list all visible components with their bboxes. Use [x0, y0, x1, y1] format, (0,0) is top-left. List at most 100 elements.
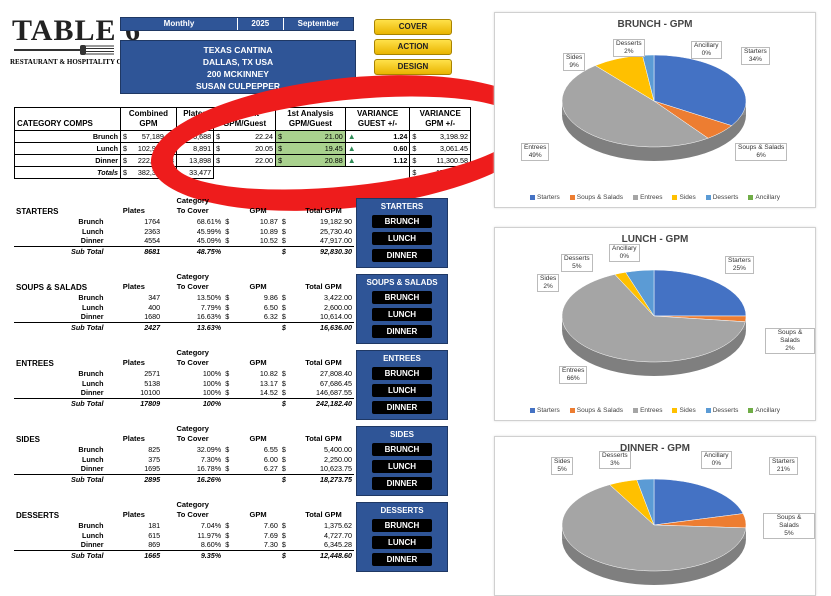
brunch-button[interactable]: BRUNCH [372, 519, 432, 532]
lunch-button[interactable]: LUNCH [372, 536, 432, 549]
currency: $ [281, 226, 286, 236]
cell: 6.32 [263, 312, 278, 322]
cell: 27,808.40 [320, 368, 352, 378]
month-cell[interactable]: September [297, 19, 339, 28]
cell: 6.55 [263, 444, 278, 454]
cell: 1695 [144, 464, 161, 474]
table-row: Dinner 1680 16.63% $6.32 $10,614.00 [14, 312, 354, 322]
section-name: SOUPS & SALADS [16, 282, 88, 292]
period-cell[interactable]: Monthly [121, 18, 238, 30]
year-cell[interactable]: 2025 [238, 18, 284, 30]
section-nav-box: DESSERTS BRUNCH LUNCH DINNER [356, 502, 448, 572]
dinner-button[interactable]: DINNER [372, 401, 432, 414]
lunch-pie-chart [561, 269, 747, 376]
cell: 19.45 [294, 142, 346, 155]
lunch-button[interactable]: LUNCH [372, 384, 432, 397]
meal-label: Dinner [80, 312, 104, 322]
subtotal-label: Sub Total [14, 397, 106, 408]
currency: $ [281, 236, 286, 246]
cell: 100% [202, 378, 222, 388]
subtotal-label: Sub Total [14, 473, 106, 484]
currency: $ [225, 368, 230, 378]
label-desserts: Desserts 3% [599, 451, 631, 469]
design-button[interactable]: DESIGN [374, 59, 452, 75]
dinner-chart-panel[interactable]: DINNER - GPM Sides 5% Desserts 3% Ancillar… [494, 436, 816, 596]
cell: 13,898 [175, 154, 215, 167]
currency: $ [281, 292, 286, 302]
dinner-button[interactable]: DINNER [372, 325, 432, 338]
pie-slice-starters [653, 478, 744, 526]
cell: 6.00 [263, 454, 278, 464]
currency: $ [225, 312, 230, 322]
section-nav-box: SOUPS & SALADS BRUNCH LUNCH DINNER [356, 274, 448, 344]
cell: 9.86 [263, 292, 278, 302]
currency: $ [225, 236, 230, 246]
currency: $ [279, 473, 293, 484]
to-cover-header: To Cover [176, 434, 209, 443]
meal-label: Lunch [81, 530, 104, 540]
action-button[interactable]: ACTION [374, 39, 452, 55]
legend-item: Sides [672, 194, 696, 201]
lunch-chart-panel[interactable]: LUNCH - GPM Sides 2% Desserts 5% Ancillary… [494, 227, 816, 421]
label-ancillary: Ancillary 0% [609, 244, 640, 262]
currency: $ [281, 368, 286, 378]
label-starters: Starters 21% [769, 457, 798, 475]
label-entrees: Entrees 49% [521, 143, 550, 161]
table-row: Dinner 4554 45.09% $10.52 $47,917.00 [14, 236, 354, 246]
row-label: Dinner [14, 154, 121, 167]
brunch-button[interactable]: BRUNCH [372, 291, 432, 304]
section-nav-box: STARTERS BRUNCH LUNCH DINNER [356, 198, 448, 268]
dinner-button[interactable]: DINNER [372, 249, 432, 262]
cell: 20.88 [294, 154, 346, 167]
meal-label: Dinner [80, 236, 104, 246]
table-row: Dinner 1695 16.78% $6.27 $10,623.75 [14, 464, 354, 474]
dinner-button[interactable]: DINNER [372, 477, 432, 490]
cell: 16.26% [162, 473, 224, 484]
to-cover-header: To Cover [176, 510, 209, 519]
restaurant-name: TEXAS CANTINA [203, 45, 273, 55]
cell: 615 [148, 530, 161, 540]
pie-slice-starters [653, 54, 747, 126]
label-sides: Sides 9% [563, 53, 586, 71]
table-row: Brunch $ 57,189.92 5,688 $ 22.24 $ 21.00… [14, 130, 472, 143]
cell: 92,830.30 [292, 245, 354, 256]
lunch-button[interactable]: LUNCH [372, 232, 432, 245]
total-gpm-header: Total GPM [305, 358, 342, 367]
meal-label: Lunch [81, 454, 104, 464]
subtotal-label: Sub Total [14, 321, 106, 332]
table-row: Lunch $ 102,999.99 8,891 $ 20.05 $ 19.45… [14, 142, 472, 155]
table-row: Lunch 2363 45.99% $10.89 $25,730.40 [14, 226, 354, 236]
currency: $ [281, 302, 286, 312]
currency: $ [225, 388, 230, 398]
cell: 5,400.00 [324, 444, 352, 454]
currency: $ [225, 302, 230, 312]
brunch-button[interactable]: BRUNCH [372, 367, 432, 380]
brunch-button[interactable]: BRUNCH [372, 443, 432, 456]
cell: 32.09% [196, 444, 222, 454]
legend-item: Starters [530, 407, 560, 414]
cell: 3,422.00 [324, 292, 352, 302]
chart-legend: Starters Soups & Salads Entrees Sides Desser… [495, 407, 815, 414]
brunch-chart-panel[interactable]: BRUNCH - GPM Sides 9% Desserts 2% Ancillar… [494, 12, 816, 208]
label-sides: Sides 2% [537, 274, 560, 292]
cell: 2,250.00 [324, 454, 352, 464]
meal-label: Brunch [78, 368, 104, 378]
logo-subtitle: RESTAURANT & HOSPITALITY CONSULTING [10, 58, 163, 66]
lunch-button[interactable]: LUNCH [372, 460, 432, 473]
meal-label: Lunch [81, 302, 104, 312]
cell: 181 [148, 520, 161, 530]
table-row: Brunch 825 32.09% $6.55 $5,400.00 [14, 444, 354, 454]
cover-button[interactable]: COVER [374, 19, 452, 35]
section-nav-box: ENTREES BRUNCH LUNCH DINNER [356, 350, 448, 420]
total-gpm-header: Total GPM [305, 282, 342, 291]
cell: 10,623.75 [320, 464, 352, 474]
brunch-button[interactable]: BRUNCH [372, 215, 432, 228]
cell: 10100 [140, 388, 161, 398]
lunch-button[interactable]: LUNCH [372, 308, 432, 321]
to-cover-header: To Cover [176, 282, 209, 291]
currency: $ [281, 520, 286, 530]
plates-sold-header: Plates Sold [175, 107, 215, 131]
currency: $ [281, 464, 286, 474]
subtotal-row: Sub Total 1665 9.35% $12,448.60 [14, 549, 354, 560]
dinner-button[interactable]: DINNER [372, 553, 432, 566]
